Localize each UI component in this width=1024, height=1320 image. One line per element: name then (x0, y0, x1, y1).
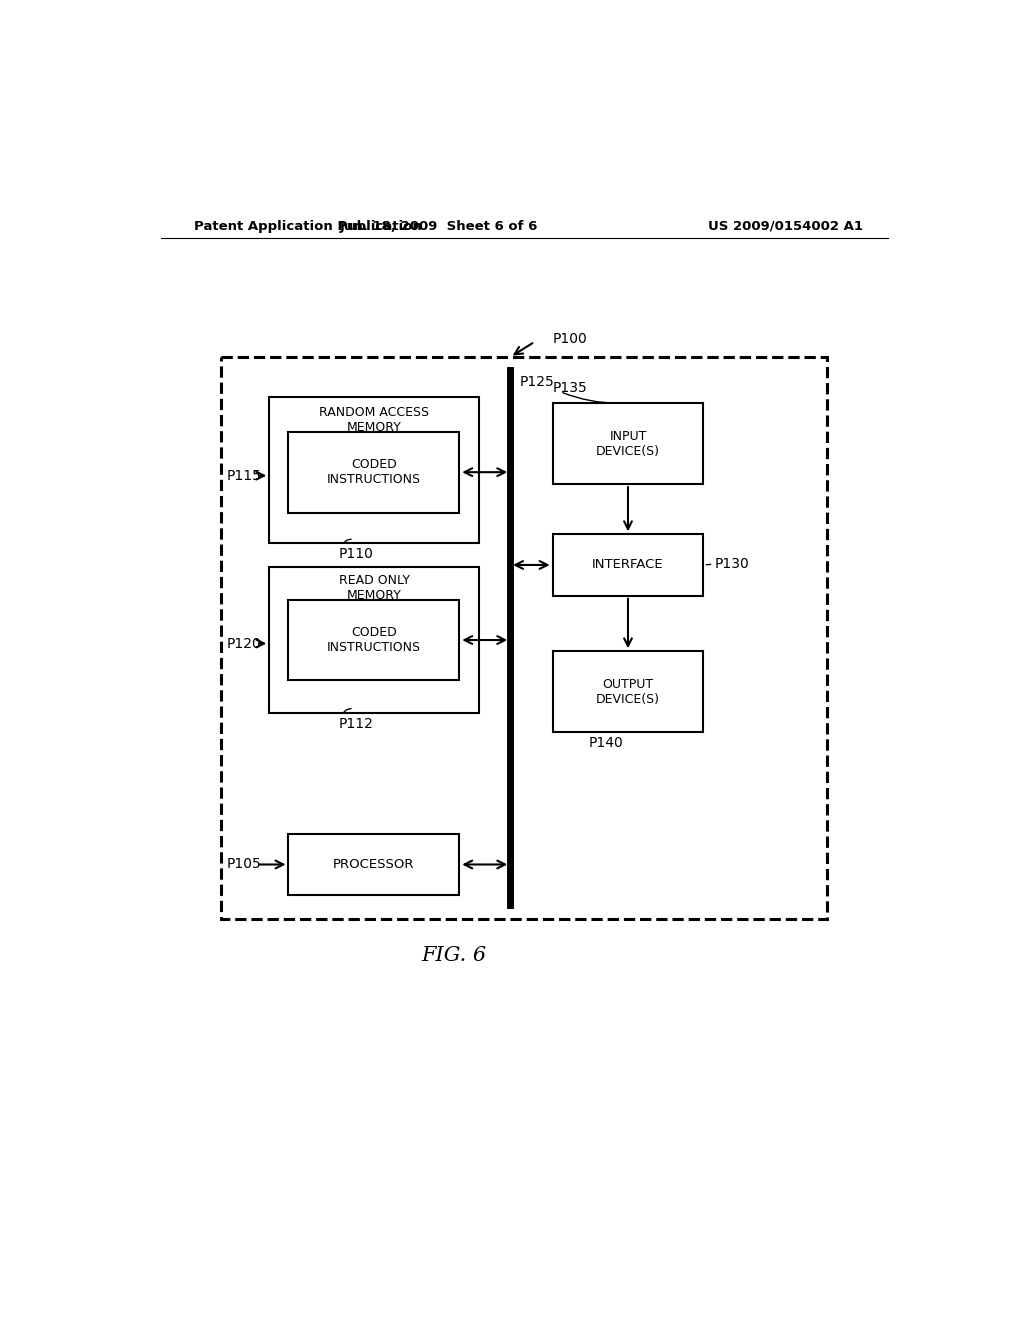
Text: PROCESSOR: PROCESSOR (333, 858, 415, 871)
Text: P112: P112 (339, 717, 374, 731)
Bar (553, 404, 703, 484)
Bar (269, 566, 479, 713)
Text: P125: P125 (519, 375, 554, 388)
Text: P115: P115 (226, 469, 262, 483)
Text: P120: P120 (226, 636, 261, 651)
Bar (289, 834, 460, 895)
Bar (289, 432, 460, 512)
Text: Jun. 18, 2009  Sheet 6 of 6: Jun. 18, 2009 Sheet 6 of 6 (339, 219, 538, 232)
Text: US 2009/0154002 A1: US 2009/0154002 A1 (708, 219, 863, 232)
Text: INTERFACE: INTERFACE (592, 558, 664, 572)
Text: P130: P130 (715, 557, 750, 572)
Bar (289, 599, 460, 681)
Text: CODED
INSTRUCTIONS: CODED INSTRUCTIONS (327, 626, 421, 653)
Bar (221, 358, 826, 919)
Text: P105: P105 (226, 858, 261, 871)
Bar (269, 397, 479, 544)
Bar (553, 651, 703, 733)
Bar (553, 535, 703, 595)
Text: P140: P140 (589, 737, 624, 750)
Text: INPUT
DEVICE(S): INPUT DEVICE(S) (596, 430, 660, 458)
Text: FIG. 6: FIG. 6 (422, 946, 486, 965)
Text: OUTPUT
DEVICE(S): OUTPUT DEVICE(S) (596, 677, 660, 706)
Text: P135: P135 (553, 381, 588, 395)
Text: Patent Application Publication: Patent Application Publication (194, 219, 422, 232)
Text: P100: P100 (553, 333, 588, 346)
Text: READ ONLY
MEMORY: READ ONLY MEMORY (339, 574, 410, 602)
Text: CODED
INSTRUCTIONS: CODED INSTRUCTIONS (327, 458, 421, 486)
Text: P110: P110 (339, 548, 374, 561)
Text: RANDOM ACCESS
MEMORY: RANDOM ACCESS MEMORY (319, 407, 429, 434)
